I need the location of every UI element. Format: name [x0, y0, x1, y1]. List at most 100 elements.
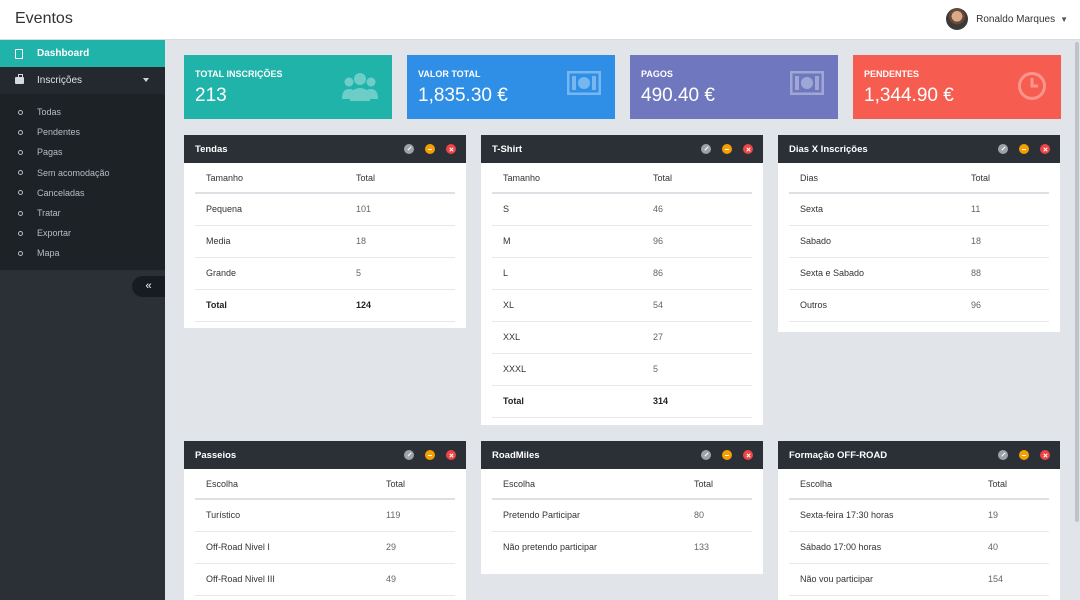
cell-label: L	[492, 257, 642, 290]
circle-icon	[18, 230, 23, 236]
circle-icon	[18, 109, 23, 115]
sidebar-item-sem-acomodacao[interactable]: Sem acomodação	[0, 163, 165, 183]
table-row: S 46	[492, 193, 752, 226]
submenu-inscricoes: Todas Pendentes Pagas Sem acomodação Can…	[0, 94, 165, 270]
panel-title: Dias X Inscrições	[789, 143, 868, 155]
expand-icon[interactable]	[701, 144, 711, 154]
card-label: PAGOS	[641, 69, 673, 79]
panel-title: Tendas	[195, 143, 228, 155]
table-dias: Dias Total Sexta 11 Sabado 18 Sexta e Sabad…	[789, 163, 1049, 322]
table-roadmiles: Escolha Total Pretendo Participar 80 Não p…	[492, 469, 752, 563]
minimize-icon[interactable]	[722, 144, 732, 154]
panel-tshirt: T-Shirt Tamanho Total S 46 M 96 L 86 XL 54 XX…	[481, 135, 763, 425]
circle-icon	[18, 149, 23, 155]
app-title[interactable]: Eventos	[15, 10, 73, 27]
close-icon[interactable]	[1040, 144, 1050, 154]
cell-label: XXL	[492, 321, 642, 354]
sidebar-item-pagas[interactable]: Pagas	[0, 142, 165, 162]
table-row: Grande 5	[195, 257, 455, 290]
sidebar: Dashboard Inscrições Todas Pendentes Pag…	[0, 40, 165, 600]
sidebar-item-label: Inscrições	[37, 75, 83, 86]
table-passeios: Escolha Total Turístico 119 Off-Road Nivel…	[195, 469, 455, 596]
panel-passeios: Passeios Escolha Total Turístico 119 Off-R…	[184, 441, 466, 600]
cell-value: 101	[345, 193, 455, 226]
sidebar-item-label: Tratar	[37, 208, 61, 219]
column-header: Tamanho	[492, 163, 642, 194]
column-header: Escolha	[492, 469, 683, 500]
cell-value: 119	[375, 499, 455, 532]
cell-value: 18	[960, 225, 1049, 258]
panel-formacao: Formação OFF-ROAD Escolha Total Sexta-fei…	[778, 441, 1060, 600]
minimize-icon[interactable]	[425, 450, 435, 460]
sidebar-item-todas[interactable]: Todas	[0, 102, 165, 122]
column-header: Total	[683, 469, 752, 500]
sidebar-item-label: Mapa	[37, 248, 60, 259]
card-label: PENDENTES	[864, 69, 920, 79]
minimize-icon[interactable]	[425, 144, 435, 154]
close-icon[interactable]	[743, 144, 753, 154]
table-row: Não vou participar 154	[789, 563, 1049, 596]
cell-value: 124	[345, 289, 455, 322]
table-row: Sexta e Sabado 88	[789, 257, 1049, 290]
expand-icon[interactable]	[998, 450, 1008, 460]
sidebar-item-exportar[interactable]: Exportar	[0, 223, 165, 243]
sidebar-item-mapa[interactable]: Mapa	[0, 243, 165, 263]
cell-value: 18	[345, 225, 455, 258]
close-icon[interactable]	[1040, 450, 1050, 460]
sidebar-item-tratar[interactable]: Tratar	[0, 203, 165, 223]
card-label: TOTAL INSCRIÇÕES	[195, 69, 283, 79]
expand-icon[interactable]	[404, 144, 414, 154]
cell-value: 80	[683, 499, 752, 532]
column-header: Tamanho	[195, 163, 345, 194]
cell-label: Off-Road Nivel III	[195, 563, 375, 596]
close-icon[interactable]	[446, 144, 456, 154]
table-row: Sábado 17:00 horas 40	[789, 531, 1049, 564]
table-formacao: Escolha Total Sexta-feira 17:30 horas 19 S…	[789, 469, 1049, 596]
stat-card-pagos: PAGOS 490.40 €	[630, 55, 838, 119]
expand-icon[interactable]	[701, 450, 711, 460]
sidebar-item-pendentes[interactable]: Pendentes	[0, 122, 165, 142]
sidebar-item-label: Canceladas	[37, 187, 85, 198]
table-row: Turístico 119	[195, 499, 455, 532]
money-icon	[567, 71, 601, 95]
collapse-sidebar-button[interactable]: «	[132, 275, 165, 297]
minimize-icon[interactable]	[1019, 450, 1029, 460]
table-row: Sabado 18	[789, 225, 1049, 258]
cell-label: Total	[195, 289, 345, 322]
minimize-icon[interactable]	[1019, 144, 1029, 154]
table-row: Off-Road Nivel III 49	[195, 563, 455, 596]
table-row: Não pretendo participar 133	[492, 531, 752, 563]
card-value: 490.40 €	[641, 85, 715, 106]
cell-value: 314	[642, 385, 752, 418]
cell-label: Sexta-feira 17:30 horas	[789, 499, 977, 532]
sidebar-item-canceladas[interactable]: Canceladas	[0, 183, 165, 203]
table-row: L 86	[492, 257, 752, 290]
cell-label: Sabado	[789, 225, 960, 258]
circle-icon	[18, 129, 23, 135]
minimize-icon[interactable]	[722, 450, 732, 460]
cell-label: XXXL	[492, 353, 642, 386]
panel-title: T-Shirt	[492, 143, 523, 155]
column-header: Total	[977, 469, 1049, 500]
expand-icon[interactable]	[998, 144, 1008, 154]
cell-label: Pequena	[195, 193, 345, 226]
top-header: Eventos Ronaldo Marques ▼	[0, 0, 1080, 40]
money-icon	[790, 71, 824, 95]
user-menu[interactable]: Ronaldo Marques ▼	[946, 8, 1068, 30]
sidebar-item-label: Sem acomodação	[37, 167, 110, 178]
panel-dias: Dias X Inscrições Dias Total Sexta 11 Saba…	[778, 135, 1060, 332]
table-row: XXL 27	[492, 321, 752, 354]
scrollbar[interactable]	[1074, 40, 1080, 600]
close-icon[interactable]	[743, 450, 753, 460]
cell-value: 88	[960, 257, 1049, 290]
sidebar-item-inscricoes[interactable]: Inscrições	[0, 67, 165, 94]
scrollbar-thumb[interactable]	[1075, 42, 1079, 522]
expand-icon[interactable]	[404, 450, 414, 460]
close-icon[interactable]	[446, 450, 456, 460]
sidebar-item-dashboard[interactable]: Dashboard	[0, 40, 165, 67]
gift-icon	[15, 74, 24, 84]
column-header: Total	[960, 163, 1049, 194]
table-row: Pequena 101	[195, 193, 455, 226]
cell-label: Pretendo Participar	[492, 499, 683, 532]
users-icon	[342, 73, 378, 101]
